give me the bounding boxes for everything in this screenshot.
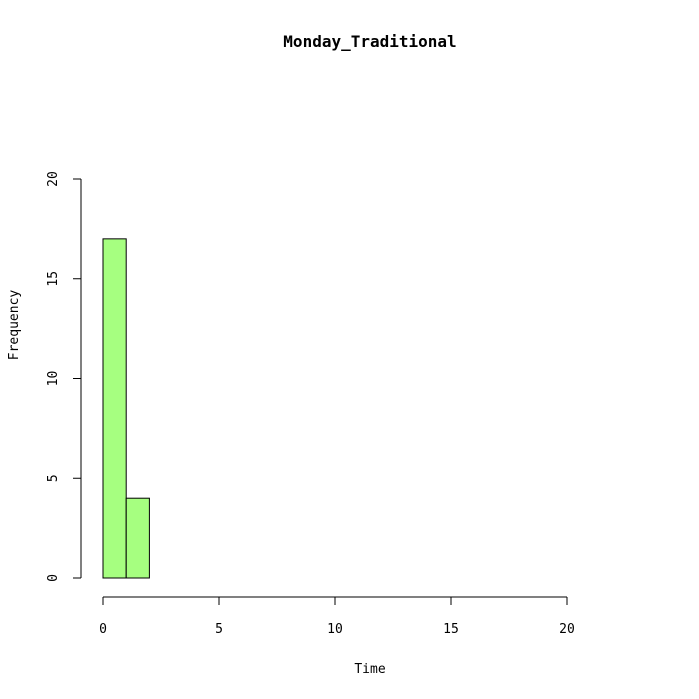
- y-tick-label-5: 5: [46, 474, 61, 482]
- x-ticks-group: 0 5 10 15 20: [99, 597, 575, 637]
- y-tick-label-20: 20: [46, 171, 61, 187]
- y-ticks-group: 0 5 10 15 20: [46, 171, 81, 582]
- x-tick-label-0: 0: [99, 622, 107, 637]
- x-axis-title: Time: [354, 662, 385, 677]
- x-tick-label-15: 15: [443, 622, 459, 637]
- bars-group: [102, 238, 150, 579]
- y-tick-label-15: 15: [46, 271, 61, 287]
- y-tick-label-10: 10: [46, 371, 61, 387]
- y-axis-title: Frequency: [7, 290, 22, 361]
- x-tick-label-20: 20: [559, 622, 575, 637]
- histogram-bar-0: [102, 238, 127, 579]
- y-tick-label-0: 0: [46, 574, 61, 582]
- x-tick-label-10: 10: [327, 622, 343, 637]
- x-tick-label-5: 5: [215, 622, 223, 637]
- chart-title: Monday_Traditional: [283, 32, 456, 51]
- histogram-bar-1: [125, 497, 150, 579]
